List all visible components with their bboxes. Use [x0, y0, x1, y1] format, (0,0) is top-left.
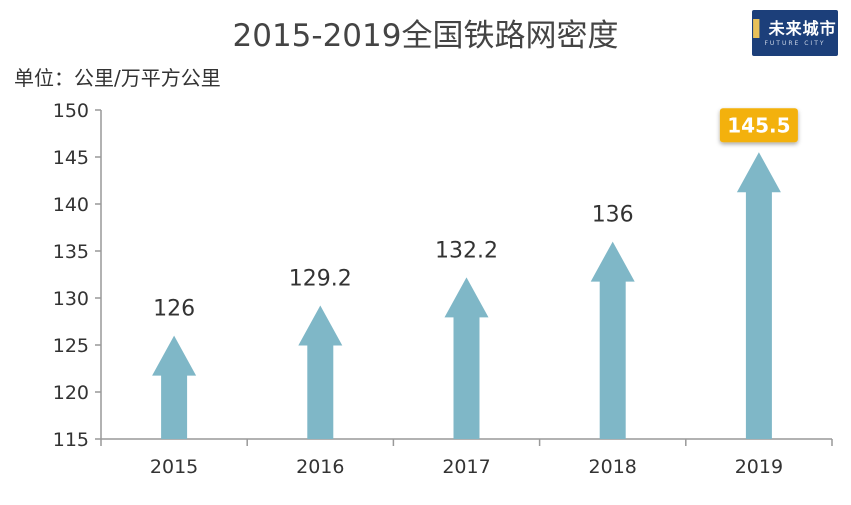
bar-arrow-2019	[736, 152, 781, 440]
y-tick-label: 135	[53, 241, 89, 263]
data-label-2016: 129.2	[289, 267, 352, 292]
bar-arrow-2016	[298, 305, 343, 439]
data-label-2015: 126	[153, 297, 195, 322]
x-tick-label-2018: 2018	[589, 456, 637, 478]
bar-arrow-2017	[444, 277, 489, 439]
y-tick-label: 145	[53, 147, 89, 169]
logo-subtext: FUTURE CITY	[764, 39, 826, 47]
chart-title: 2015-2019全国铁路网密度	[232, 18, 619, 54]
x-tick-label-2017: 2017	[442, 456, 490, 478]
chart-marks	[152, 152, 781, 440]
chart-labels: 2015 126 2016 129.2 2017 132.2 2018 136 2019 145.…	[150, 108, 798, 478]
bar-arrow-2015	[152, 335, 197, 439]
logo-text: ▌ 未来城市	[753, 18, 837, 38]
data-label-2018: 136	[592, 203, 634, 228]
bar-arrow-2018	[590, 241, 635, 439]
y-tick-label: 120	[53, 382, 89, 404]
brand-logo: ▌ 未来城市 FUTURE CITY	[752, 10, 838, 56]
unit-label: 单位：公里/万平方公里	[14, 66, 221, 90]
x-tick-label-2015: 2015	[150, 456, 198, 478]
data-label-2017: 132.2	[435, 238, 498, 263]
logo-mark-icon: ▌	[753, 18, 767, 38]
y-tick-label: 140	[53, 194, 89, 216]
logo-name: 未来城市	[768, 18, 837, 38]
y-tick-label: 150	[53, 100, 89, 122]
y-tick-label: 125	[53, 335, 89, 357]
data-label-2019: 145.5	[727, 113, 790, 137]
y-tick-label: 130	[53, 288, 89, 310]
highlight-badge	[719, 108, 798, 143]
x-tick-label-2016: 2016	[296, 456, 344, 478]
x-tick-label-2019: 2019	[735, 456, 783, 478]
y-tick-label: 115	[53, 429, 89, 451]
axes: 115 120 125 130 135 140 145 150	[53, 100, 833, 451]
